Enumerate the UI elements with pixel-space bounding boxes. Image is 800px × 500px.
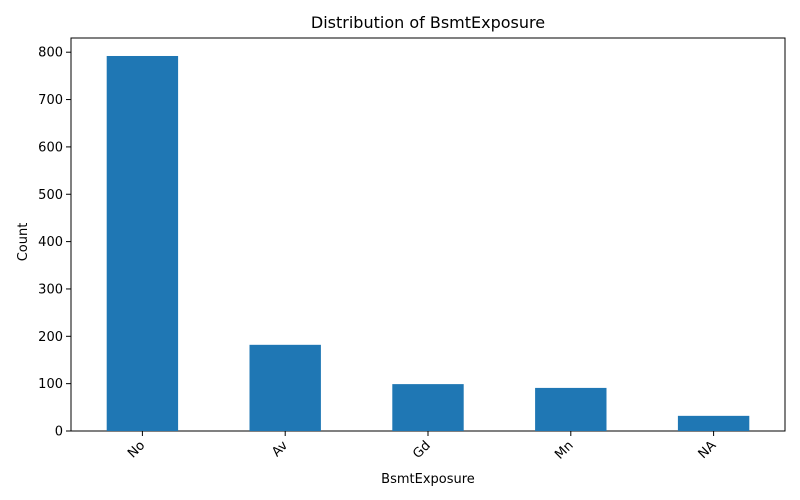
y-tick-label: 500	[38, 188, 63, 203]
chart-title: Distribution of BsmtExposure	[311, 13, 545, 32]
y-tick-label: 300	[38, 282, 63, 297]
y-tick-label: 600	[38, 140, 63, 155]
y-tick-label: 800	[38, 46, 63, 61]
y-axis: 0 100 200 300 400 500 600 700 800	[38, 46, 71, 440]
x-axis-label: BsmtExposure	[381, 472, 475, 487]
y-tick-label: 0	[55, 425, 63, 440]
bar	[106, 55, 179, 432]
x-axis: No Av Gd Mn NA	[125, 431, 719, 463]
bar	[535, 387, 607, 431]
y-tick-label: 400	[38, 235, 63, 250]
bar	[249, 344, 321, 431]
x-tick-label: Gd	[410, 438, 434, 462]
bars	[106, 55, 750, 432]
y-axis-label: Count	[16, 223, 31, 262]
bar	[392, 384, 464, 431]
y-tick-label: 700	[38, 93, 63, 108]
y-tick-label: 100	[38, 377, 63, 392]
x-tick-label: No	[125, 438, 148, 461]
bar	[677, 415, 750, 431]
x-tick-label: NA	[696, 438, 720, 462]
x-tick-label: Mn	[552, 438, 576, 462]
y-tick-label: 200	[38, 330, 63, 345]
x-tick-label: Av	[269, 438, 291, 460]
